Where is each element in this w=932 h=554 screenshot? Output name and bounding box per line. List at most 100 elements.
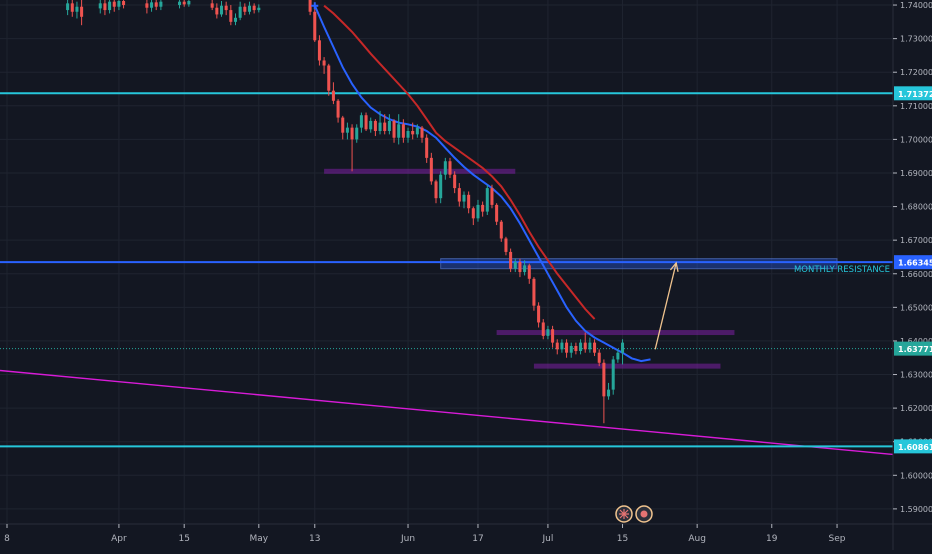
candle-body xyxy=(215,7,219,15)
monthly-resistance-label: MONTHLY RESISTANCE xyxy=(794,265,890,275)
candle-body xyxy=(457,188,461,202)
candle-body xyxy=(611,359,615,390)
candle-body xyxy=(117,1,121,7)
candle-body xyxy=(588,342,592,350)
price-tick-label: 1.60000 xyxy=(900,471,932,480)
candle-body xyxy=(485,188,489,212)
candle-body xyxy=(252,5,256,11)
candle-body xyxy=(509,251,513,269)
time-tick-label: 17 xyxy=(472,534,483,544)
candle-body xyxy=(541,322,545,336)
uk-flag-cross-icon xyxy=(619,509,629,519)
monthly-resistance-level-price-tag xyxy=(894,255,932,270)
candle-body xyxy=(80,6,84,17)
time-tick-label: 13 xyxy=(309,534,320,544)
candle-body xyxy=(103,3,107,11)
candle-body xyxy=(448,161,452,175)
candle-body xyxy=(551,329,555,343)
price-tick-label: 1.67000 xyxy=(900,236,932,245)
candle-body xyxy=(565,342,569,353)
price-tick-label: 1.64000 xyxy=(900,337,932,346)
price-tick-label: 1.73000 xyxy=(900,35,932,44)
price-tick-label: 1.72000 xyxy=(900,68,932,77)
candle-body xyxy=(387,120,391,131)
candle-body xyxy=(322,60,326,66)
consolidation-box xyxy=(496,330,735,336)
cyan-lower-level-price-label: 1.60861 xyxy=(898,443,932,452)
candle-body xyxy=(75,6,79,12)
candle-body xyxy=(150,2,154,8)
candle-body xyxy=(476,204,480,219)
price-tick-label: 1.74000 xyxy=(900,1,932,10)
candle-body xyxy=(336,100,340,118)
projection-arrow xyxy=(654,262,677,350)
time-tick-label: Aug xyxy=(688,534,706,544)
time-tick-label: Jun xyxy=(400,534,415,544)
candle-body xyxy=(219,5,224,15)
candle-body xyxy=(453,174,457,189)
candle-body xyxy=(108,1,112,11)
candle-body xyxy=(247,5,251,12)
cyan-lower-level-price-tag xyxy=(894,439,932,454)
entry-marker-icon xyxy=(311,2,319,10)
consolidation-box xyxy=(324,168,516,174)
candle-body xyxy=(224,5,228,11)
candle-body xyxy=(233,17,238,22)
candle-body xyxy=(178,1,182,6)
candle-body xyxy=(210,3,214,8)
candle-body xyxy=(229,10,233,22)
price-tick-label: 1.70000 xyxy=(900,135,932,144)
candle-body xyxy=(313,11,317,41)
monthly-resistance-level-price-label: 1.66345 xyxy=(898,259,932,268)
candle-body xyxy=(518,262,522,273)
cyan-upper-level-price-label: 1.71372 xyxy=(898,90,932,99)
candle-body xyxy=(602,362,606,397)
price-tick-label: 1.59000 xyxy=(900,505,932,514)
candle-body xyxy=(317,40,321,61)
price-tick-label: 1.66000 xyxy=(900,270,932,279)
candle-body xyxy=(546,329,550,336)
candle-body xyxy=(392,120,396,138)
candle-body xyxy=(159,1,163,7)
candle-body xyxy=(243,6,247,12)
time-tick-label: Jul xyxy=(541,534,553,544)
candle-body xyxy=(462,194,466,202)
ema-slow-line xyxy=(323,4,596,320)
price-tick-label: 1.63000 xyxy=(900,371,932,380)
candle-body xyxy=(569,345,573,353)
time-tick-label: 15 xyxy=(617,534,628,544)
candle-body xyxy=(481,204,485,212)
candle-body xyxy=(341,117,345,133)
candle-body xyxy=(527,265,531,279)
candle-body xyxy=(499,221,503,239)
candle-body xyxy=(327,65,331,91)
candle-body xyxy=(621,342,625,353)
price-tick-label: 1.68000 xyxy=(900,203,932,212)
consolidation-box xyxy=(533,363,721,369)
candle-body xyxy=(593,342,597,353)
candle-body xyxy=(583,342,587,350)
candle-body xyxy=(401,124,405,138)
candle-body xyxy=(616,352,620,360)
price-tick-label: 1.69000 xyxy=(900,169,932,178)
candle-body xyxy=(555,342,559,350)
candles xyxy=(66,0,625,424)
current-price-level-price-label: 1.63771 xyxy=(898,345,932,354)
candle-body xyxy=(355,127,359,140)
candle-body xyxy=(443,161,447,175)
candle-body xyxy=(411,131,415,135)
candle-body xyxy=(537,305,541,323)
candle-body xyxy=(145,3,149,8)
levels xyxy=(0,92,893,448)
time-axis-panel xyxy=(0,524,932,550)
price-tick-label: 1.65000 xyxy=(900,303,932,312)
time-tick-label: Apr xyxy=(111,534,127,544)
candle-body xyxy=(490,188,494,205)
time-tick-label: 19 xyxy=(766,534,778,544)
candle-body xyxy=(429,157,433,182)
candle-body xyxy=(574,345,578,352)
candle-body xyxy=(532,278,536,306)
